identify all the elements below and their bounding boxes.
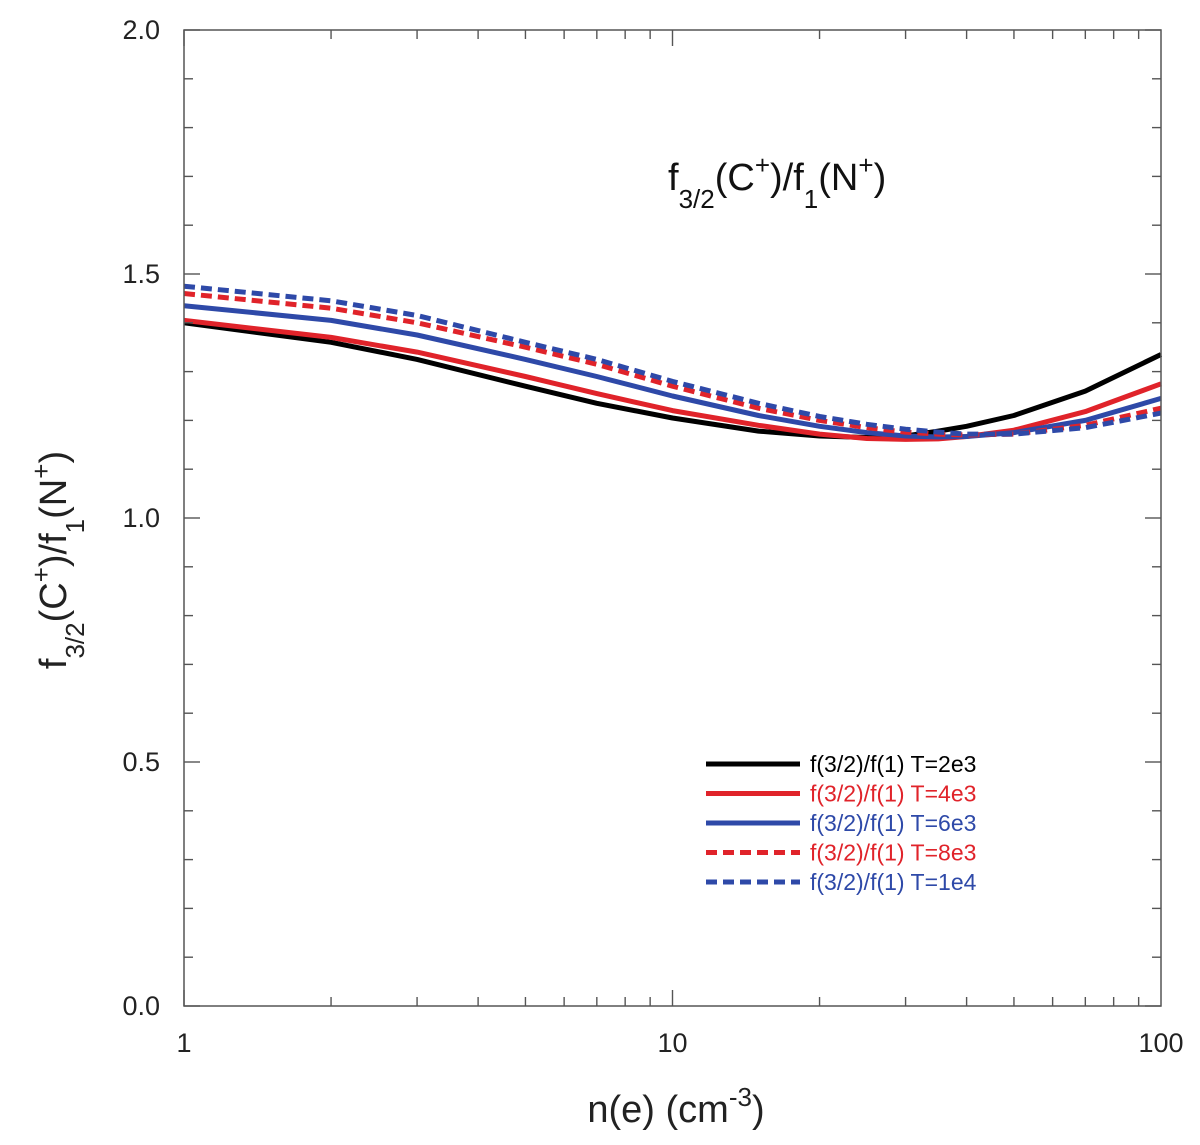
legend: f(3/2)/f(1) T=2e3 f(3/2)/f(1) T=4e3 f(3/2)… [706, 751, 977, 895]
legend-label: f(3/2)/f(1) T=8e3 [810, 840, 976, 866]
y-axis-title-mid: (C [33, 582, 75, 622]
annotation-f: f [668, 157, 679, 199]
annotation-slash: )/f [770, 157, 804, 199]
y-axis-title-sub2: 1 [60, 519, 90, 533]
x-axis-title-close: ) [752, 1089, 765, 1131]
y-axis-title-sub1: 3/2 [60, 622, 90, 658]
series-line-f-3-2-f-1-t-6e3 [183, 303, 1162, 440]
y-tick-label: 1.0 [122, 503, 160, 533]
x-tick-label: 10 [657, 1028, 687, 1058]
x-tick-label: 1 [176, 1028, 191, 1058]
annotation-close: ) [874, 157, 887, 199]
legend-label: f(3/2)/f(1) T=2e3 [810, 751, 976, 777]
series-layer [183, 283, 1163, 442]
y-axis-title: f3/2(C+)/f1(N+) [26, 451, 90, 669]
annotation-sup1: + [755, 150, 770, 180]
annotation-sub2: 1 [804, 184, 818, 214]
y-axis-title-n: (N [33, 479, 75, 519]
annotation-sub1: 3/2 [679, 184, 715, 214]
annotation-mid: (C [715, 157, 755, 199]
y-axis-title-slash: )/f [33, 533, 75, 567]
y-axis-title-sup1: + [26, 567, 56, 582]
ticks-layer: 1 10 100 0.0 0.5 1.0 1.5 2.0 [122, 15, 1183, 1058]
legend-label: f(3/2)/f(1) T=1e4 [810, 869, 977, 895]
y-axis-title-f: f [33, 658, 75, 669]
y-tick-label: 0.5 [122, 747, 160, 777]
y-axis-title-sup2: + [26, 464, 56, 479]
legend-label: f(3/2)/f(1) T=6e3 [810, 810, 976, 836]
chart-annotation: f3/2(C+)/f1(N+) [668, 150, 886, 214]
y-tick-label: 0.0 [122, 991, 160, 1021]
y-axis-title-close: ) [33, 451, 75, 464]
legend-label: f(3/2)/f(1) T=4e3 [810, 781, 976, 807]
series-line-f-3-2-f-1-t-1e4 [183, 283, 1162, 437]
y-tick-label: 2.0 [122, 15, 160, 45]
y-tick-label: 1.5 [122, 259, 160, 289]
x-axis-title-sup: -3 [729, 1082, 752, 1112]
series-line-f-3-2-f-1-t-8e3 [183, 291, 1162, 438]
x-axis-title-main: n(e) (cm [587, 1089, 728, 1131]
annotation-n: (N [818, 157, 858, 199]
x-tick-label: 100 [1138, 1028, 1183, 1058]
annotation-sup2: + [858, 150, 873, 180]
x-axis-title: n(e) (cm-3) [587, 1082, 764, 1131]
